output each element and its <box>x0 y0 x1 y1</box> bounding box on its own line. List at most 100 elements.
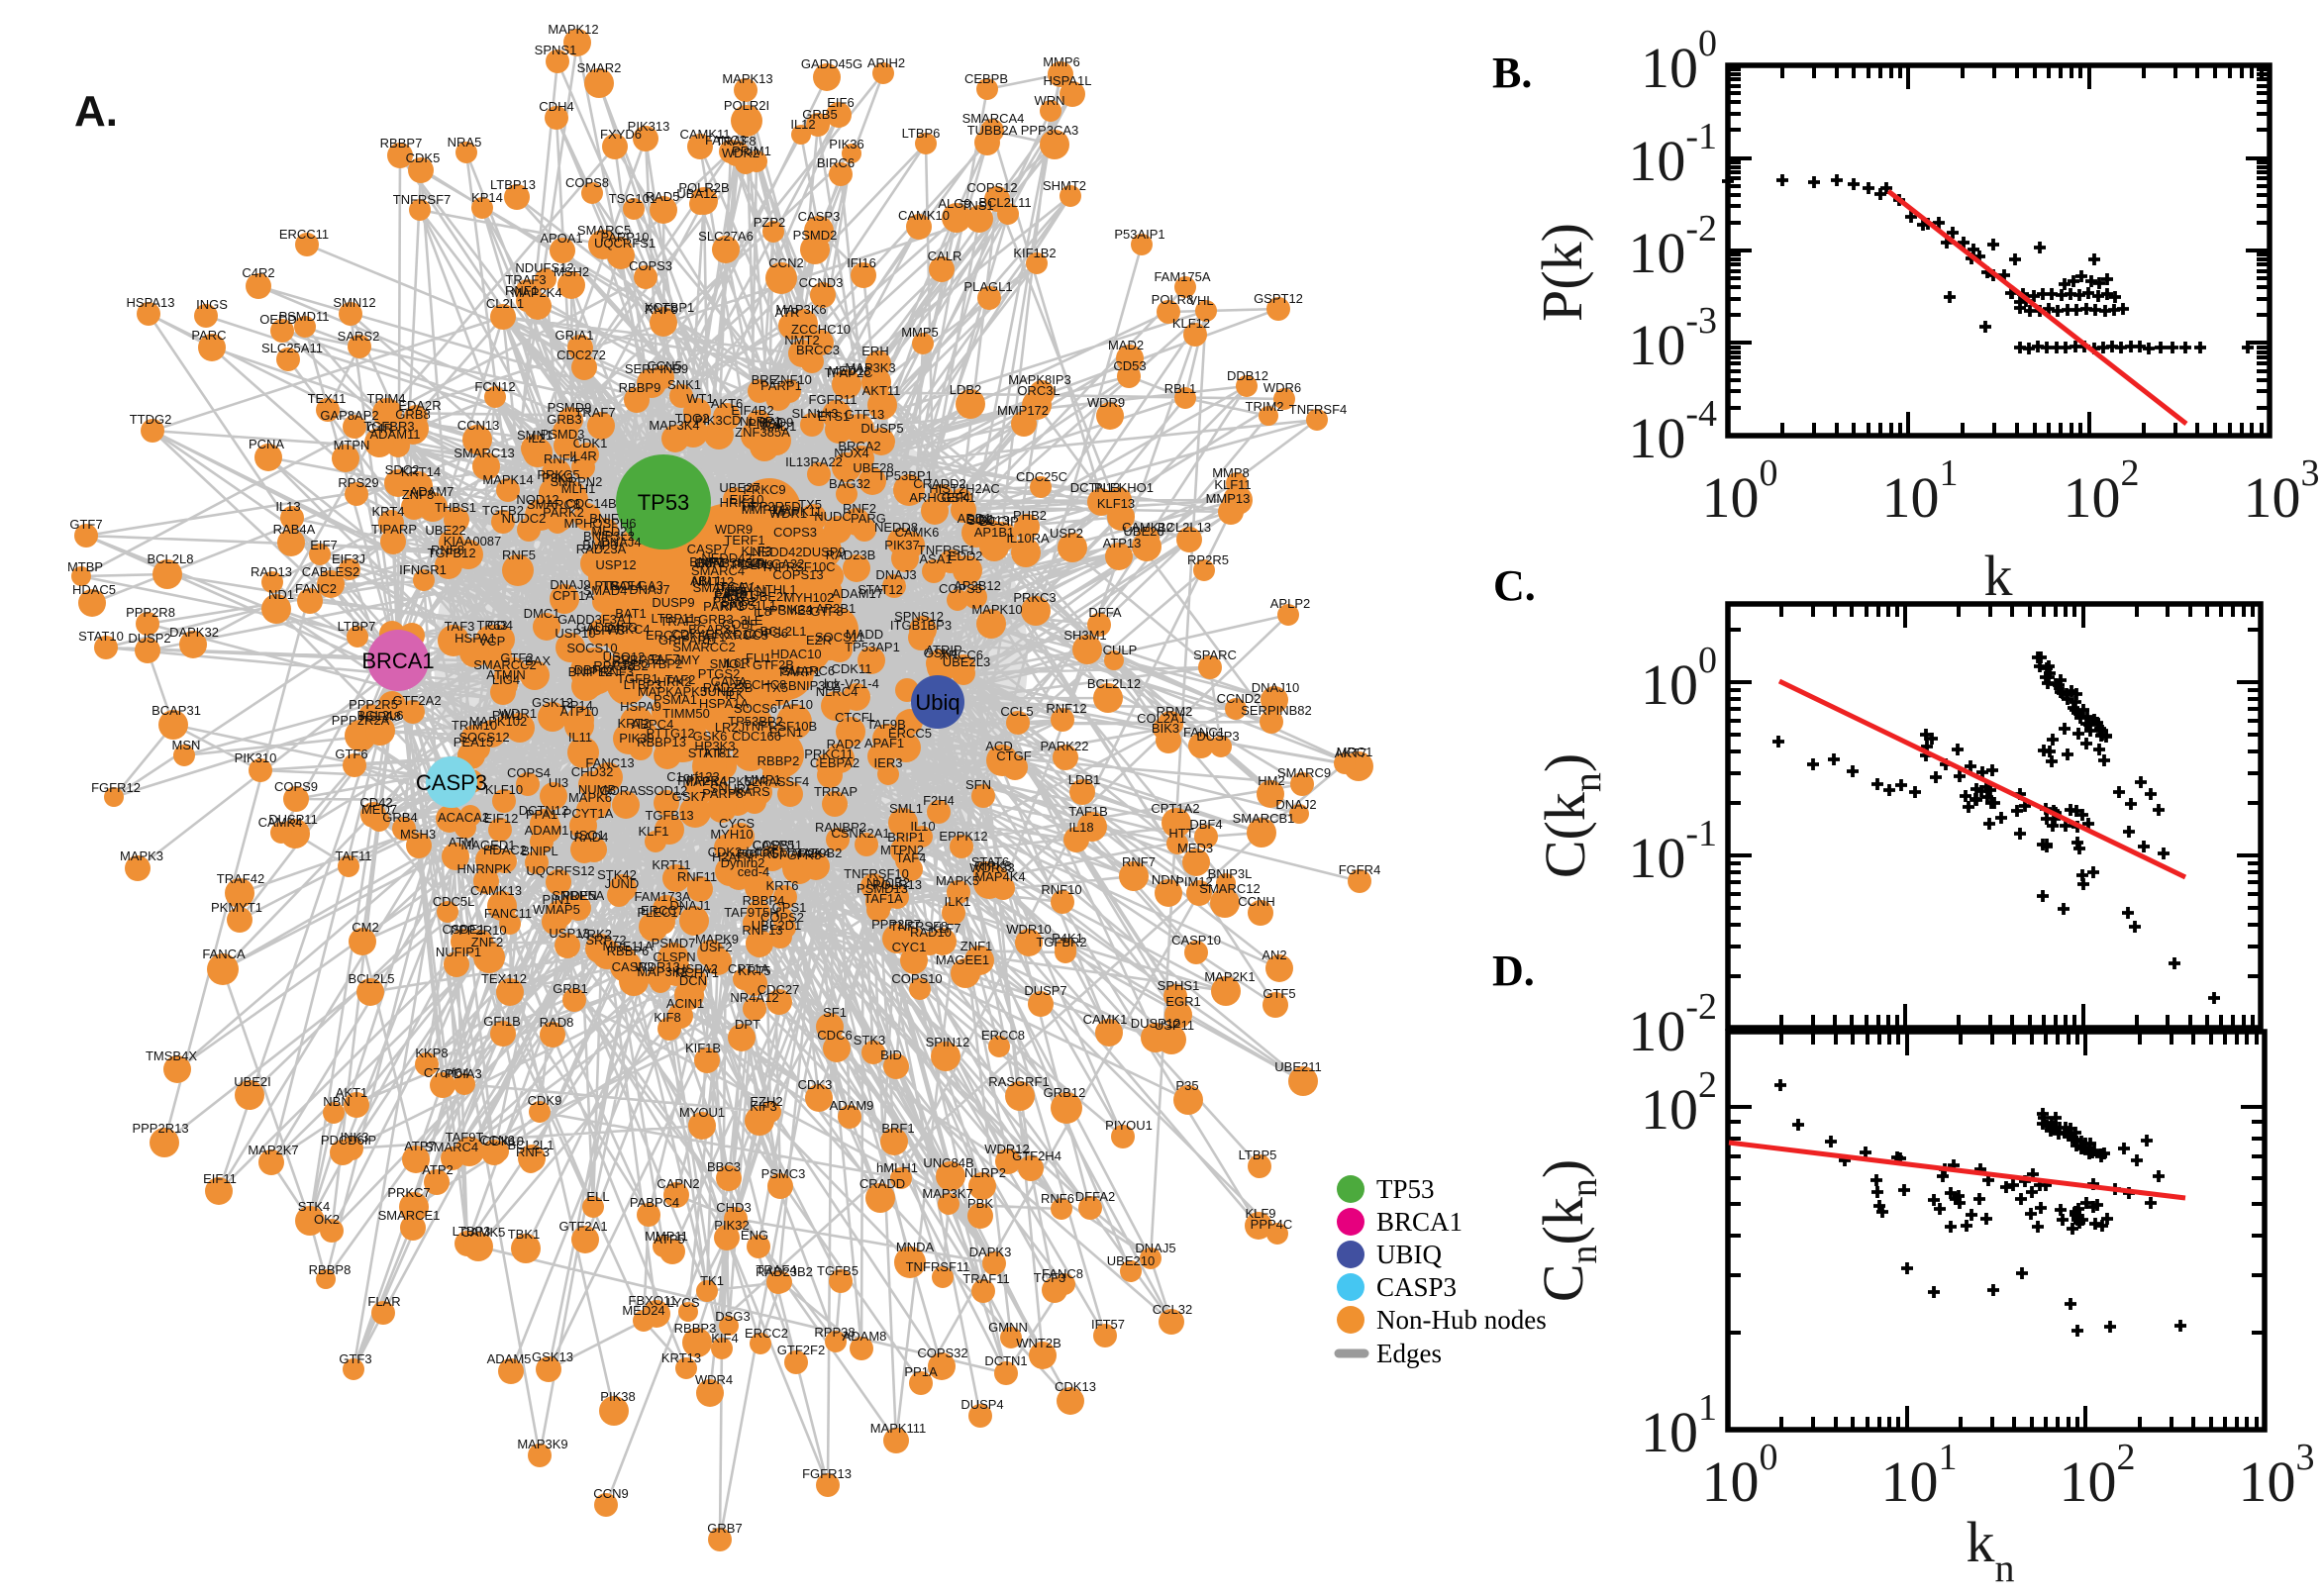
svg-text:HTT: HTT <box>1168 826 1193 841</box>
svg-text:RASSF4: RASSF4 <box>759 774 810 789</box>
svg-text:SMAD4: SMAD4 <box>583 583 628 598</box>
svg-text:TP53BP1: TP53BP1 <box>877 468 933 483</box>
svg-text:TP53BP2: TP53BP2 <box>728 714 783 729</box>
svg-text:FGFR8: FGFR8 <box>779 848 822 862</box>
svg-text:GOLGA3: GOLGA3 <box>610 578 662 593</box>
svg-text:KP14: KP14 <box>471 190 503 205</box>
svg-text:RBBP4: RBBP4 <box>743 893 785 908</box>
svg-text:DUSP9: DUSP9 <box>802 545 845 559</box>
svg-text:MED3: MED3 <box>1177 841 1213 855</box>
svg-text:SMAR2: SMAR2 <box>577 60 622 75</box>
svg-text:TAF1B: TAF1B <box>1068 804 1108 819</box>
svg-text:RNF6: RNF6 <box>1041 1191 1074 1206</box>
svg-text:NEDD8: NEDD8 <box>874 520 918 535</box>
svg-text:HRK2: HRK2 <box>657 674 692 689</box>
svg-text:SPNS12: SPNS12 <box>894 609 944 624</box>
svg-text:GSPT12: GSPT12 <box>1254 291 1303 306</box>
svg-text:BBC3: BBC3 <box>707 1159 741 1174</box>
svg-text:SMARC13: SMARC13 <box>454 446 514 460</box>
svg-text:MTPN: MTPN <box>334 438 370 452</box>
svg-text:PHB2: PHB2 <box>1013 508 1047 523</box>
svg-text:SOCS11: SOCS11 <box>815 630 864 645</box>
svg-text:Non-Hub nodes: Non-Hub nodes <box>1376 1305 1547 1335</box>
svg-text:FBXO11: FBXO11 <box>629 1293 677 1308</box>
svg-text:RNF13: RNF13 <box>742 923 782 938</box>
svg-text:SHMT2: SHMT2 <box>1043 178 1086 193</box>
svg-text:KRT14: KRT14 <box>401 464 441 479</box>
svg-text:UBE26: UBE26 <box>1123 524 1163 539</box>
svg-text:ADAM7: ADAM7 <box>410 484 454 499</box>
svg-text:KKP8: KKP8 <box>415 1046 448 1060</box>
svg-text:GTF3: GTF3 <box>339 1351 371 1366</box>
svg-text:RNF2: RNF2 <box>843 501 876 516</box>
svg-text:EPPK12: EPPK12 <box>939 829 987 844</box>
svg-text:PSMA1: PSMA1 <box>654 692 697 707</box>
svg-text:NDUFS12: NDUFS12 <box>515 260 573 275</box>
svg-text:CDK13: CDK13 <box>1055 1379 1096 1394</box>
svg-text:MAPK5: MAPK5 <box>936 873 979 888</box>
svg-text:WDR12: WDR12 <box>984 1142 1030 1156</box>
svg-text:ATP2: ATP2 <box>422 1162 454 1177</box>
svg-text:MAP2K7: MAP2K7 <box>248 1143 298 1157</box>
svg-text:XRCC5: XRCC5 <box>725 628 768 643</box>
svg-text:DUSP3: DUSP3 <box>1196 729 1239 744</box>
svg-text:PDE5A: PDE5A <box>562 888 605 903</box>
svg-text:RCHY1: RCHY1 <box>675 965 719 980</box>
svg-text:CEBPA2: CEBPA2 <box>810 755 859 770</box>
svg-text:AP2B12: AP2B12 <box>954 578 1001 593</box>
svg-text:VCP: VCP <box>479 634 506 648</box>
svg-text:IL13: IL13 <box>275 499 300 514</box>
svg-text:ced-4: ced-4 <box>738 864 770 879</box>
svg-text:ADAM11: ADAM11 <box>369 427 420 442</box>
svg-text:CDK3: CDK3 <box>798 1077 833 1092</box>
svg-text:PIK313: PIK313 <box>628 119 670 134</box>
svg-text:HNRNPK: HNRNPK <box>457 861 512 876</box>
svg-text:GMAP2K4: GMAP2K4 <box>769 846 830 860</box>
svg-text:SMARC8: SMARC8 <box>527 497 580 512</box>
svg-text:COPS13: COPS13 <box>772 567 823 582</box>
svg-text:ADAM8: ADAM8 <box>843 1329 887 1344</box>
svg-text:CM2: CM2 <box>352 920 378 935</box>
svg-text:LTBP3: LTBP3 <box>453 1224 491 1239</box>
svg-text:FANC11: FANC11 <box>484 906 532 921</box>
svg-text:SMARC4: SMARC4 <box>691 563 745 578</box>
svg-text:FGFR11: FGFR11 <box>809 392 858 407</box>
svg-text:ATRIP: ATRIP <box>925 643 961 657</box>
svg-text:HSPA13: HSPA13 <box>127 295 175 310</box>
svg-text:RBBP9: RBBP9 <box>619 380 661 395</box>
svg-text:TAF10: TAF10 <box>775 697 813 712</box>
svg-text:TIMM50: TIMM50 <box>662 706 710 721</box>
svg-text:FAM173A: FAM173A <box>634 889 690 904</box>
svg-text:IER3: IER3 <box>874 755 903 770</box>
svg-text:GRIPARD: GRIPARD <box>658 633 716 648</box>
svg-text:SMARCE1: SMARCE1 <box>378 1208 441 1223</box>
svg-text:MAGED1: MAGED1 <box>461 838 516 852</box>
svg-text:ADAM1: ADAM1 <box>525 823 569 838</box>
svg-text:POLR2B: POLR2B <box>678 180 729 195</box>
svg-text:MPHOSPH6: MPHOSPH6 <box>564 516 637 531</box>
svg-text:BNIF: BNIF <box>589 511 619 526</box>
svg-text:ADD1: ADD1 <box>958 511 992 526</box>
svg-text:MTPN2: MTPN2 <box>880 843 924 857</box>
svg-text:TNFRSF10C: TNFRSF10C <box>760 559 835 574</box>
svg-text:KLF3: KLF3 <box>741 544 771 558</box>
svg-text:TERF1: TERF1 <box>724 533 764 548</box>
svg-text:DUSP11: DUSP11 <box>268 812 318 827</box>
svg-text:FGFR12: FGFR12 <box>91 780 141 795</box>
svg-text:KIF12: KIF12 <box>705 746 740 760</box>
svg-text:ENG: ENG <box>741 1228 768 1243</box>
svg-text:LTBP11: LTBP11 <box>651 611 695 626</box>
svg-text:DNAJ4: DNAJ4 <box>600 535 641 549</box>
svg-text:ATMIN: ATMIN <box>486 667 525 682</box>
svg-text:TUBB2A: TUBB2A <box>967 123 1018 138</box>
svg-text:HDAC10: HDAC10 <box>770 647 821 661</box>
svg-text:TRAF11: TRAF11 <box>962 1271 1009 1286</box>
svg-text:FANC2: FANC2 <box>295 581 337 596</box>
svg-text:IL12: IL12 <box>723 589 748 604</box>
svg-text:TTDG2: TTDG2 <box>130 412 172 427</box>
svg-text:RBBP3: RBBP3 <box>674 1321 717 1336</box>
svg-text:BRIP1: BRIP1 <box>887 830 925 845</box>
svg-text:BIRC6: BIRC6 <box>817 155 855 170</box>
svg-text:FCN12: FCN12 <box>474 379 515 394</box>
svg-text:GANA: GANA <box>711 674 748 689</box>
